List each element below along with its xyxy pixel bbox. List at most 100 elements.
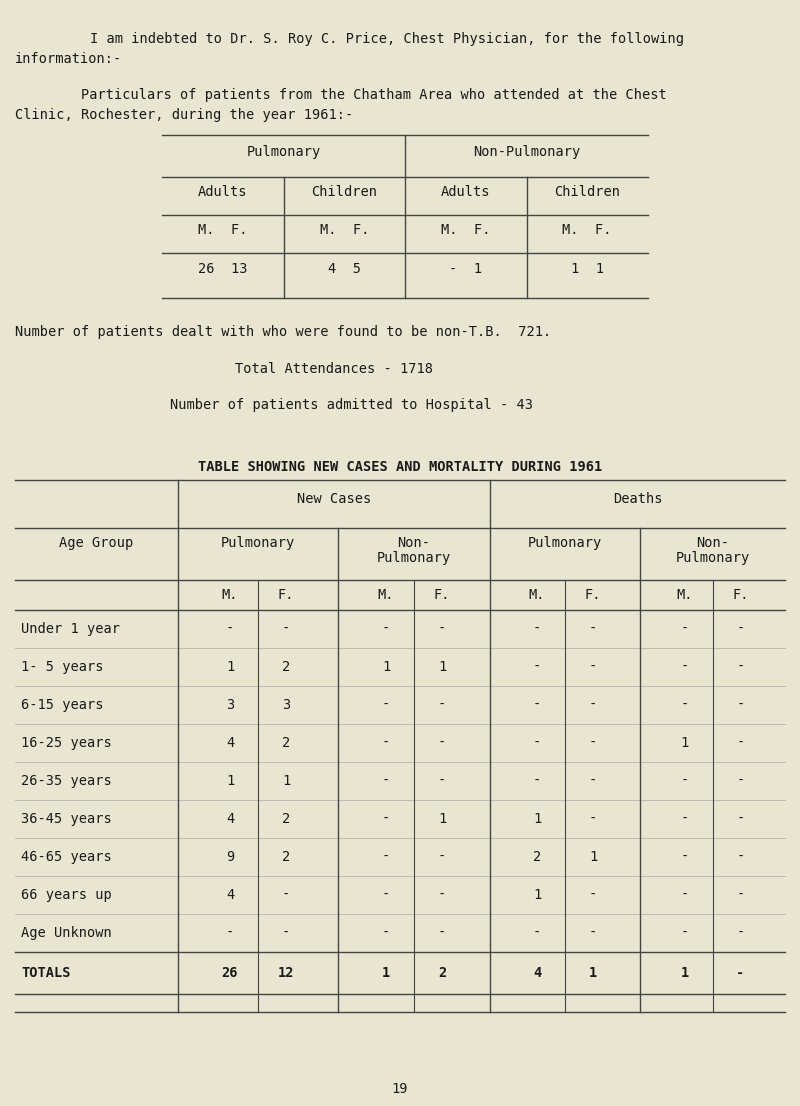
Text: -: -: [736, 888, 745, 902]
Text: 26  13: 26 13: [198, 262, 247, 276]
Text: -: -: [736, 774, 745, 787]
Text: -: -: [382, 851, 390, 864]
Text: Particulars of patients from the Chatham Area who attended at the Chest: Particulars of patients from the Chatham…: [15, 88, 666, 102]
Text: F.: F.: [732, 588, 749, 602]
Text: Pulmonary: Pulmonary: [377, 551, 451, 565]
Text: -: -: [382, 774, 390, 787]
Text: 1: 1: [282, 774, 290, 787]
Text: -: -: [382, 735, 390, 750]
Text: 1: 1: [533, 888, 541, 902]
Text: M.  F.: M. F.: [198, 223, 247, 237]
Text: 1: 1: [533, 812, 541, 826]
Text: -: -: [533, 698, 541, 712]
Text: -: -: [680, 660, 689, 674]
Text: -: -: [282, 622, 290, 636]
Text: -: -: [736, 698, 745, 712]
Text: -: -: [680, 888, 689, 902]
Text: Number of patients admitted to Hospital - 43: Number of patients admitted to Hospital …: [170, 398, 533, 413]
Text: -: -: [533, 622, 541, 636]
Text: Pulmonary: Pulmonary: [675, 551, 750, 565]
Text: 4: 4: [226, 888, 234, 902]
Text: 1- 5 years: 1- 5 years: [21, 660, 103, 674]
Text: -: -: [226, 926, 234, 940]
Text: -: -: [438, 888, 446, 902]
Text: -: -: [382, 622, 390, 636]
Text: 36-45 years: 36-45 years: [21, 812, 112, 826]
Text: -: -: [226, 622, 234, 636]
Text: Adults: Adults: [441, 185, 490, 199]
Text: M.: M.: [676, 588, 693, 602]
Text: 66 years up: 66 years up: [21, 888, 112, 902]
Text: 16-25 years: 16-25 years: [21, 735, 112, 750]
Text: -: -: [736, 926, 745, 940]
Text: 1: 1: [382, 660, 390, 674]
Text: -: -: [589, 812, 597, 826]
Text: -: -: [438, 774, 446, 787]
Text: F.: F.: [434, 588, 450, 602]
Text: -: -: [680, 851, 689, 864]
Text: 1: 1: [226, 660, 234, 674]
Text: I am indebted to Dr. S. Roy C. Price, Chest Physician, for the following: I am indebted to Dr. S. Roy C. Price, Ch…: [90, 32, 684, 46]
Text: -: -: [382, 888, 390, 902]
Text: -: -: [382, 698, 390, 712]
Text: 4: 4: [226, 735, 234, 750]
Text: Deaths: Deaths: [613, 492, 662, 507]
Text: 2: 2: [282, 851, 290, 864]
Text: M.  F.: M. F.: [441, 223, 490, 237]
Text: Total Attendances - 1718: Total Attendances - 1718: [235, 362, 433, 376]
Text: 3: 3: [226, 698, 234, 712]
Text: 4: 4: [226, 812, 234, 826]
Text: F.: F.: [585, 588, 602, 602]
Text: 46-65 years: 46-65 years: [21, 851, 112, 864]
Text: -: -: [533, 926, 541, 940]
Text: Pulmonary: Pulmonary: [246, 145, 321, 159]
Text: Pulmonary: Pulmonary: [221, 536, 295, 550]
Text: 2: 2: [282, 812, 290, 826]
Text: -: -: [680, 812, 689, 826]
Text: -: -: [438, 622, 446, 636]
Text: -: -: [736, 622, 745, 636]
Text: -: -: [589, 660, 597, 674]
Text: -: -: [736, 966, 745, 980]
Text: M.: M.: [222, 588, 238, 602]
Text: -: -: [382, 926, 390, 940]
Text: 3: 3: [282, 698, 290, 712]
Text: 1: 1: [680, 735, 689, 750]
Text: -: -: [533, 660, 541, 674]
Text: -: -: [680, 774, 689, 787]
Text: 12: 12: [278, 966, 294, 980]
Text: -: -: [438, 926, 446, 940]
Text: -: -: [438, 851, 446, 864]
Text: -: -: [736, 735, 745, 750]
Text: 1: 1: [438, 660, 446, 674]
Text: 1: 1: [589, 851, 597, 864]
Text: -: -: [282, 926, 290, 940]
Text: TOTALS: TOTALS: [21, 966, 70, 980]
Text: -: -: [680, 926, 689, 940]
Text: Children: Children: [554, 185, 620, 199]
Text: Non-Pulmonary: Non-Pulmonary: [473, 145, 580, 159]
Text: -: -: [680, 698, 689, 712]
Text: 1: 1: [589, 966, 597, 980]
Text: 2: 2: [282, 735, 290, 750]
Text: 4: 4: [533, 966, 541, 980]
Text: 6-15 years: 6-15 years: [21, 698, 103, 712]
Text: 19: 19: [392, 1082, 408, 1096]
Text: M.: M.: [529, 588, 546, 602]
Text: -: -: [589, 774, 597, 787]
Text: -  1: - 1: [450, 262, 482, 276]
Text: 2: 2: [282, 660, 290, 674]
Text: 2: 2: [438, 966, 446, 980]
Text: -: -: [589, 926, 597, 940]
Text: -: -: [680, 622, 689, 636]
Text: M.  F.: M. F.: [319, 223, 369, 237]
Text: M.  F.: M. F.: [562, 223, 612, 237]
Text: 9: 9: [226, 851, 234, 864]
Text: information:-: information:-: [15, 52, 122, 66]
Text: New Cases: New Cases: [297, 492, 371, 507]
Text: 1: 1: [382, 966, 390, 980]
Text: 4  5: 4 5: [328, 262, 361, 276]
Text: -: -: [736, 660, 745, 674]
Text: 2: 2: [533, 851, 541, 864]
Text: -: -: [438, 735, 446, 750]
